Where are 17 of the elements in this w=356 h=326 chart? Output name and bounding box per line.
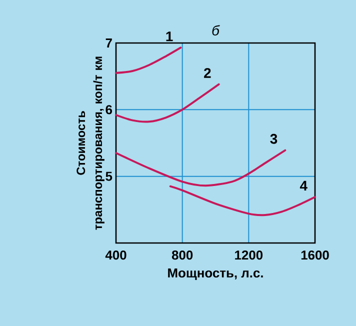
chart-title: б — [212, 25, 220, 36]
x-tick-label: 1600 — [301, 250, 329, 260]
y-tick-label: 7 — [106, 38, 112, 48]
y-axis-title: Стоимость транспортирования, коп/т км — [76, 56, 104, 230]
series-label: 4 — [300, 180, 308, 190]
line-series — [115, 83, 220, 123]
series-label: 1 — [166, 32, 173, 42]
x-tick-label: 800 — [172, 250, 193, 260]
x-tick-label: 1200 — [235, 250, 263, 260]
line-series — [115, 149, 286, 187]
line-series — [115, 46, 182, 74]
series-label: 3 — [270, 134, 278, 144]
y-tick-label: 6 — [106, 105, 112, 114]
y-tick-label: 5 — [106, 172, 112, 181]
x-tick-label: 400 — [105, 250, 126, 260]
x-axis-title: Мощность, л.с. — [168, 268, 263, 280]
series-label: 2 — [204, 68, 211, 78]
